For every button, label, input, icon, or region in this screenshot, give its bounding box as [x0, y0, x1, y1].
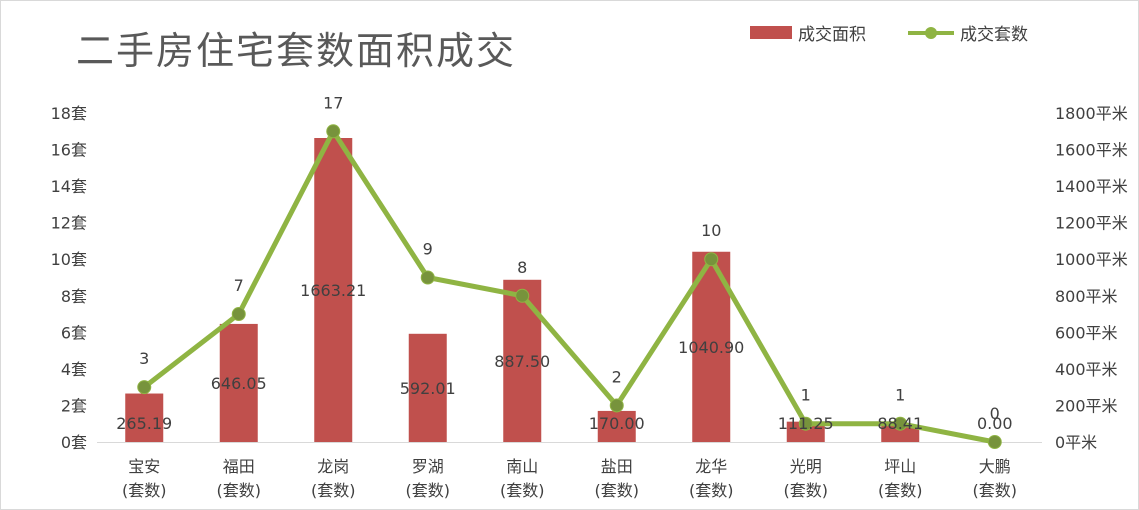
bar-area	[314, 138, 353, 442]
x-tick-sublabel: (套数)	[689, 481, 734, 500]
bar-data-label: 265.19	[116, 414, 172, 433]
bar-data-label: 0.00	[977, 414, 1013, 433]
legend-line-swatch	[908, 26, 954, 39]
y-left-tick-label: 8套	[61, 287, 87, 306]
line-point	[987, 435, 1002, 449]
chart-title: 二手房住宅套数面积成交	[76, 29, 517, 73]
legend-bar-swatch	[750, 26, 792, 39]
line-count	[141, 128, 998, 445]
legend-item-area: 成交面积	[750, 20, 866, 45]
x-tick-sublabel: (套数)	[973, 481, 1018, 500]
y-right-tick-label: 1600平米	[1055, 141, 1128, 160]
line-data-label: 1	[895, 386, 905, 405]
x-tick-sublabel: (套数)	[217, 481, 262, 500]
x-tick-label: 大鹏	[979, 457, 1011, 476]
bar-area	[881, 425, 920, 442]
bar-area	[597, 410, 636, 442]
y-left-tick-label: 10套	[51, 250, 87, 269]
x-tick-label: 盐田	[601, 457, 633, 476]
chart-legend: 成交面积 成交套数	[750, 20, 1070, 45]
bar-area	[125, 393, 164, 442]
x-tick-label: 坪山	[884, 457, 916, 476]
legend-label-area: 成交面积	[798, 25, 866, 45]
bar-data-label: 1040.90	[678, 338, 744, 357]
line-point	[893, 416, 908, 431]
y-left-tick-label: 18套	[51, 104, 87, 123]
y-left-tick-label: 14套	[51, 177, 87, 196]
y-right-tick-label: 400平米	[1055, 360, 1118, 379]
bar-data-label: 646.05	[211, 374, 267, 393]
x-tick-sublabel: (套数)	[595, 481, 640, 500]
line-point	[231, 307, 246, 322]
line-data-label: 1	[801, 386, 811, 405]
y-left-tick-label: 0套	[61, 433, 87, 452]
line-point	[515, 288, 530, 303]
bar-data-label: 592.01	[400, 379, 456, 398]
line-data-label: 17	[323, 93, 343, 112]
bar-area	[219, 323, 258, 442]
bar-data-label: 88.41	[877, 414, 923, 433]
y-right-tick-label: 600平米	[1055, 323, 1118, 342]
x-tick-label: 龙华	[695, 457, 727, 476]
legend-item-count: 成交套数	[908, 20, 1028, 45]
y-left-tick-label: 16套	[51, 141, 87, 160]
x-tick-label: 罗湖	[412, 457, 444, 476]
x-tick-sublabel: (套数)	[311, 481, 356, 500]
bar-area	[786, 421, 825, 442]
legend-dot-swatch	[925, 26, 937, 39]
line-point	[609, 398, 624, 413]
line-data-label: 9	[423, 240, 433, 259]
line-point	[704, 252, 719, 267]
y-left-tick-label: 4套	[61, 360, 87, 379]
x-tick-sublabel: (套数)	[122, 481, 167, 500]
x-tick-sublabel: (套数)	[500, 481, 545, 500]
line-point	[137, 380, 152, 395]
line-point	[798, 416, 813, 431]
line-data-label: 0	[990, 404, 1000, 423]
x-tick-sublabel: (套数)	[878, 481, 923, 500]
y-left-tick-label: 12套	[51, 214, 87, 233]
line-data-label: 3	[139, 349, 149, 368]
line-point	[326, 124, 341, 139]
line-point	[420, 270, 435, 285]
x-tick-label: 光明	[790, 457, 822, 476]
bar-data-label: 1663.21	[300, 281, 366, 300]
y-left-tick-label: 6套	[61, 323, 87, 342]
line-data-label: 2	[612, 367, 622, 386]
bar-data-label: 170.00	[589, 414, 645, 433]
y-right-tick-label: 200平米	[1055, 396, 1118, 415]
legend-label-count: 成交套数	[960, 25, 1028, 45]
x-tick-label: 宝安	[128, 457, 160, 476]
y-left-tick-label: 2套	[61, 396, 87, 415]
y-right-tick-label: 1800平米	[1055, 104, 1128, 123]
y-right-tick-label: 1200平米	[1055, 214, 1128, 233]
bar-area	[408, 333, 447, 442]
y-right-tick-label: 1000平米	[1055, 250, 1128, 269]
y-right-tick-label: 1400平米	[1055, 177, 1128, 196]
x-tick-label: 南山	[506, 457, 538, 476]
x-tick-sublabel: (套数)	[406, 481, 451, 500]
line-data-label: 10	[701, 221, 721, 240]
bar-data-label: 111.25	[778, 414, 834, 433]
bar-data-label: 887.50	[494, 352, 550, 371]
x-tick-label: 龙岗	[317, 457, 349, 476]
line-data-label: 7	[234, 276, 244, 295]
x-tick-sublabel: (套数)	[784, 481, 829, 500]
x-tick-label: 福田	[223, 457, 255, 476]
line-data-label: 8	[517, 258, 527, 277]
y-right-tick-label: 800平米	[1055, 287, 1118, 306]
y-right-tick-label: 0平米	[1055, 433, 1097, 452]
